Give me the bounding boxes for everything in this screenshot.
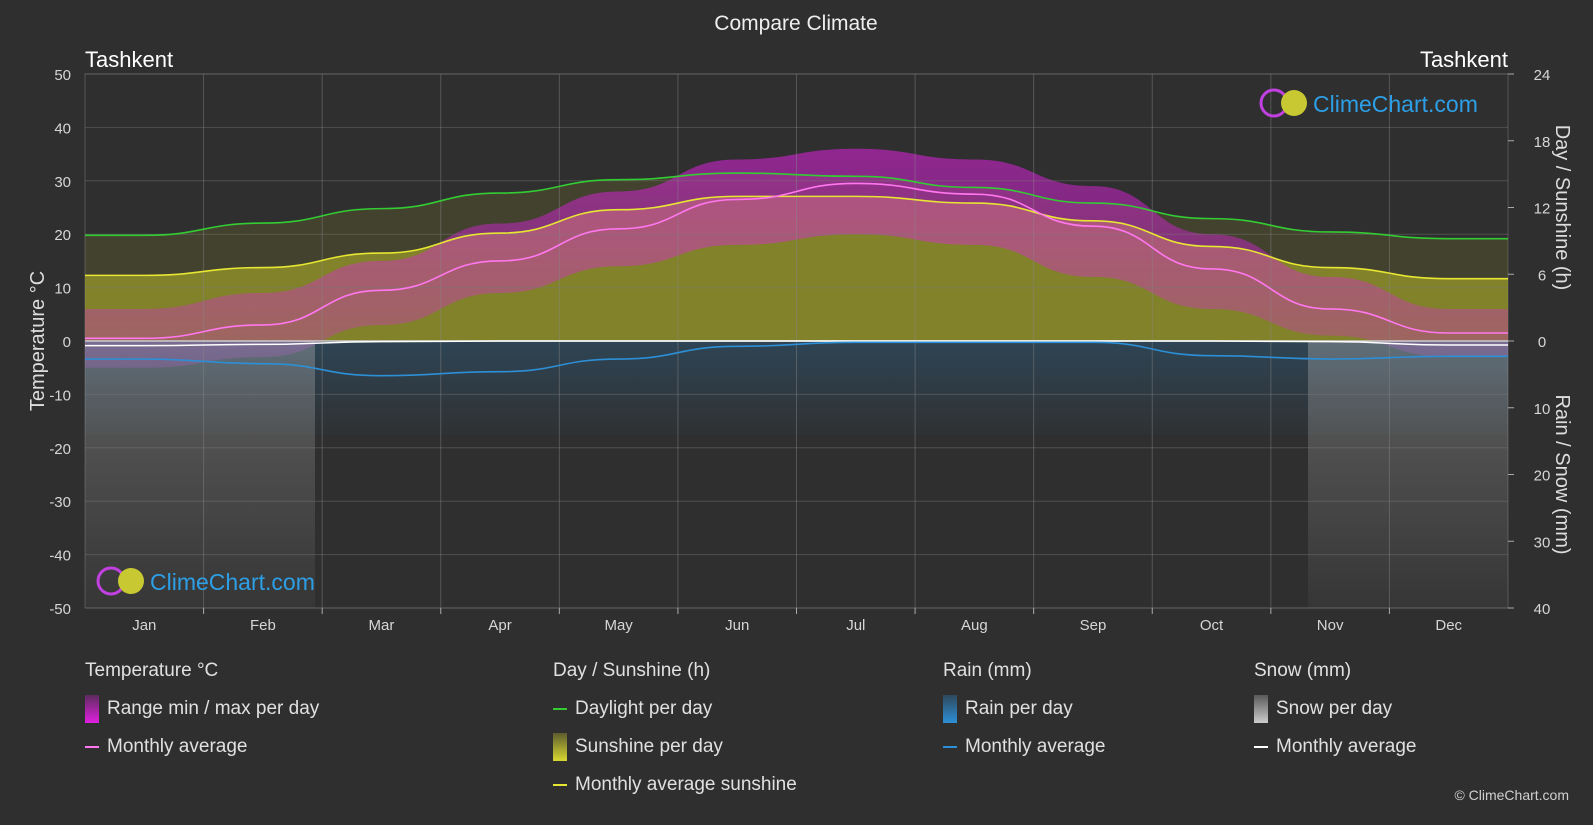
x-tick-label: Feb [250, 617, 276, 634]
legend-swatch [1254, 746, 1268, 748]
y-right-top-tick-label: 0 [1538, 334, 1546, 351]
legend-swatch [553, 708, 567, 710]
legend-group: Temperature °C Range min / max per day Mon… [85, 660, 319, 774]
city-left: Tashkent [85, 47, 173, 72]
rain-area [85, 341, 1508, 435]
x-tick-label: Nov [1317, 617, 1344, 634]
y-left-tick-label: -50 [49, 601, 71, 618]
y-right-bottom-tick-label: 30 [1534, 534, 1551, 551]
y-right-top-tick-label: 18 [1534, 134, 1551, 151]
city-right: Tashkent [1420, 47, 1508, 72]
snow-area-right [1308, 341, 1508, 608]
legend-label: Rain per day [965, 698, 1073, 719]
legend-swatch [943, 746, 957, 748]
legend-item: Range min / max per day [85, 695, 320, 723]
sunshine-average-line [84, 195, 1508, 280]
legend-label: Monthly average sunshine [575, 774, 797, 795]
legend-label: Daylight per day [575, 698, 713, 719]
legend-item: Monthly average [85, 736, 319, 758]
x-tick-label: Jun [725, 617, 749, 634]
legend-swatch [1254, 695, 1268, 723]
legend-label: Monthly average [107, 736, 248, 757]
watermark-bottom-text: ClimeChart.com [150, 569, 315, 595]
legend-swatch [85, 746, 99, 748]
y-left-tick-label: -10 [49, 387, 71, 404]
y-right-top-tick-label: 6 [1538, 267, 1546, 284]
x-tick-label: May [604, 617, 633, 634]
x-tick-label: Mar [369, 617, 395, 634]
daylight-line [85, 172, 1508, 240]
x-tick-label: Jul [846, 617, 865, 634]
y-right-bottom-tick-label: 20 [1534, 468, 1551, 485]
legend-header: Day / Sunshine (h) [553, 660, 711, 681]
x-tick-label: Aug [961, 617, 988, 634]
y-right-top-axis-label: Day / Sunshine (h) [1551, 125, 1573, 291]
legend-label: Sunshine per day [575, 736, 723, 757]
y-left-axis-label: Temperature °C [27, 271, 49, 411]
x-tick-label: Jan [132, 617, 156, 634]
y-right-bottom-tick-label: 10 [1534, 401, 1551, 418]
legend-swatch [553, 784, 567, 786]
snow-area-left [85, 341, 315, 608]
legend-swatch [85, 695, 99, 723]
y-left-tick-label: 10 [54, 281, 71, 298]
legend-swatch [943, 695, 957, 723]
temperature-average-line [84, 182, 1509, 340]
legend-item: Monthly average sunshine [553, 774, 797, 796]
y-right-top-tick-label: 12 [1534, 201, 1551, 218]
legend-group: Snow (mm) Snow per day Monthly average [1254, 660, 1416, 774]
legend-label: Range min / max per day [107, 698, 320, 719]
y-left-tick-label: 40 [54, 120, 71, 137]
legend-label: Monthly average [1276, 736, 1417, 757]
legend-item: Rain per day [943, 695, 1105, 723]
snow-average-line [85, 340, 1508, 347]
watermark-top-text: ClimeChart.com [1313, 91, 1478, 117]
legend-item: Monthly average [1254, 736, 1416, 758]
x-tick-label: Apr [488, 617, 511, 634]
y-left-tick-label: -40 [49, 548, 71, 565]
rain-average-line [85, 341, 1508, 377]
y-left-tick-label: -30 [49, 494, 71, 511]
copyright: © ClimeChart.com [1454, 787, 1569, 803]
legend-swatch [553, 733, 567, 761]
y-left-tick-label: 20 [54, 227, 71, 244]
legend-item: Daylight per day [553, 698, 797, 720]
legend-label: Monthly average [965, 736, 1106, 757]
watermark-bottom: ClimeChart.com [96, 566, 315, 596]
y-right-bottom-tick-label: 40 [1534, 601, 1551, 618]
legend-group: Day / Sunshine (h) Daylight per day Sunshi… [553, 660, 797, 812]
legend-label: Snow per day [1276, 698, 1393, 719]
x-tick-label: Oct [1200, 617, 1224, 634]
legend-item: Snow per day [1254, 695, 1416, 723]
y-left-tick-label: 30 [54, 174, 71, 191]
y-left-tick-label: 0 [63, 334, 71, 351]
legend-item: Monthly average [943, 736, 1105, 758]
legend-item: Sunshine per day [553, 733, 797, 761]
y-left-tick-label: 50 [54, 67, 71, 84]
chart-title: Compare Climate [714, 12, 877, 35]
x-tick-label: Sep [1080, 617, 1107, 634]
x-tick-label: Dec [1435, 617, 1462, 634]
y-right-bottom-axis-label: Rain / Snow (mm) [1551, 394, 1573, 554]
legend-header: Temperature °C [85, 660, 219, 681]
y-left-tick-label: -20 [49, 441, 71, 458]
legend-header: Rain (mm) [943, 660, 1032, 681]
watermark-top: ClimeChart.com [1259, 88, 1478, 118]
legend-header: Snow (mm) [1254, 660, 1352, 681]
legend-group: Rain (mm) Rain per day Monthly average [943, 660, 1105, 774]
y-right-top-tick-label: 24 [1534, 67, 1551, 84]
